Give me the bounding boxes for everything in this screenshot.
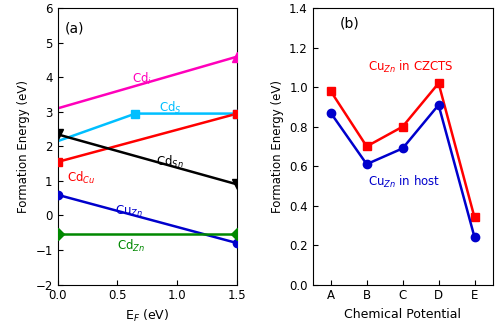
Text: Cd$_{Zn}$: Cd$_{Zn}$	[118, 238, 146, 254]
Text: Cd$_S$: Cd$_S$	[160, 100, 182, 116]
X-axis label: E$_F$ (eV): E$_F$ (eV)	[125, 308, 170, 324]
X-axis label: Chemical Potential: Chemical Potential	[344, 308, 461, 321]
Text: Cd$_i$: Cd$_i$	[132, 71, 152, 87]
Text: Cu$_{Zn}$: Cu$_{Zn}$	[115, 204, 143, 219]
Text: (a): (a)	[64, 21, 84, 36]
Text: Cd$_{Sn}$: Cd$_{Sn}$	[156, 154, 184, 170]
Text: Cu$_{Zn}$ in CZCTS: Cu$_{Zn}$ in CZCTS	[368, 60, 454, 75]
Y-axis label: Formation Energy (eV): Formation Energy (eV)	[16, 80, 30, 213]
Text: (b): (b)	[340, 17, 359, 31]
Y-axis label: Formation Energy (eV): Formation Energy (eV)	[270, 80, 283, 213]
Text: Cu$_{Zn}$ in host: Cu$_{Zn}$ in host	[368, 174, 441, 190]
Text: Cd$_{Cu}$: Cd$_{Cu}$	[67, 169, 96, 186]
